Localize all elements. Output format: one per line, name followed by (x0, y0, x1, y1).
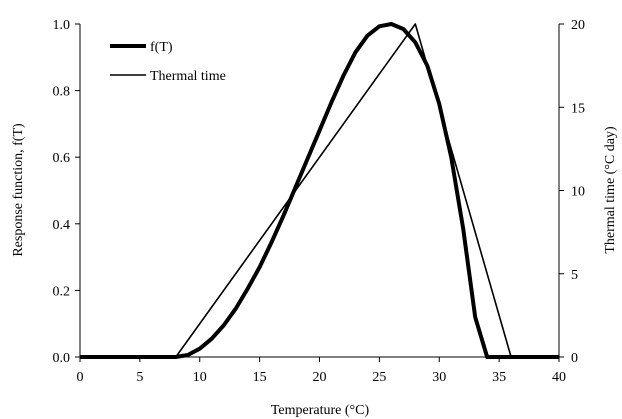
axes (75, 23, 564, 362)
y-tick-label: 0.4 (53, 218, 71, 233)
y-axis-title: Response function, f(T) (11, 123, 26, 257)
series-line-thermal-time (80, 23, 559, 358)
tick-labels: 0 5 10 15 20 25 30 35 40 0.0 0.2 0.4 0.6 0.8 1.0 0 5 10 15… (53, 18, 586, 385)
x-tick-label: 20 (313, 370, 327, 385)
y2-tick-label: 20 (571, 18, 585, 33)
x-tick-label: 0 (77, 370, 84, 385)
y2-axis-title: Thermal time (°C day) (603, 126, 618, 254)
x-tick-label: 25 (372, 370, 386, 385)
x-tick-label: 5 (136, 370, 143, 385)
x-tick-label: 30 (432, 370, 446, 385)
x-axis-title: Temperature (°C) (271, 403, 370, 418)
y2-tick-label: 15 (571, 101, 585, 116)
x-tick-label: 15 (253, 370, 267, 385)
y-tick-label: 1.0 (53, 18, 71, 33)
series-line-ft (80, 22, 559, 359)
y-tick-label: 0.6 (53, 151, 71, 166)
x-tick-label: 40 (552, 370, 566, 385)
y-tick-label: 0.8 (53, 85, 71, 100)
y2-tick-label: 10 (571, 185, 585, 200)
legend-label-ft: f(T) (150, 40, 173, 55)
x-tick-label: 35 (492, 370, 506, 385)
x-tick-label: 10 (193, 370, 207, 385)
y-tick-label: 0.2 (53, 284, 71, 299)
y2-tick-label: 5 (571, 268, 578, 283)
y-tick-label: 0.0 (53, 351, 71, 366)
legend-label-thermal-time: Thermal time (150, 69, 226, 84)
y2-tick-label: 0 (571, 351, 578, 366)
legend: f(T) Thermal time (110, 40, 226, 84)
series-layer (80, 22, 559, 359)
